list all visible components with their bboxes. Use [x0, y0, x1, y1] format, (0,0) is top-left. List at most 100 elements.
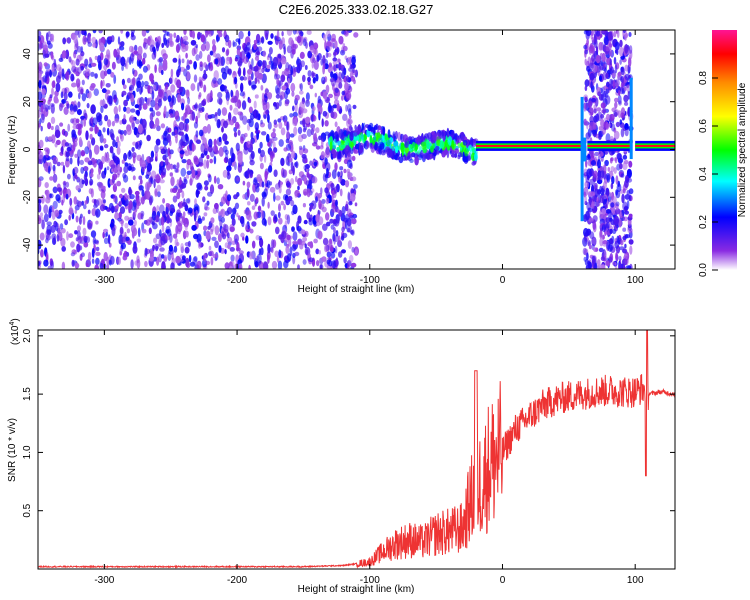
spectrogram-cell: [594, 262, 598, 269]
spectrogram-cell: [303, 148, 309, 154]
spectrogram-cell: [307, 50, 313, 59]
spectrogram-cell: [45, 251, 49, 260]
spectrogram-cell: [202, 73, 208, 80]
spectrogram-cell: [387, 129, 391, 139]
spectrogram-cell: [467, 155, 471, 161]
spectrogram-cell: [334, 245, 338, 254]
spectrogram-cell: [618, 89, 621, 96]
spectrogram-cell: [186, 170, 192, 175]
spectrogram-cell: [121, 187, 126, 193]
spectrogram-cell: [324, 244, 328, 253]
spectrogram-cell: [54, 209, 60, 218]
spectrogram-cell: [297, 239, 302, 246]
spectrogram-cell: [167, 203, 171, 211]
spectrogram-cell: [95, 220, 99, 225]
spectrogram-cell: [311, 113, 314, 123]
spectrogram-cell: [143, 42, 148, 50]
spectrogram-cell: [605, 222, 610, 232]
spectrogram-cell: [254, 94, 259, 99]
spectrogram-cell: [288, 140, 293, 146]
spectrogram-cell: [100, 99, 106, 106]
spectrogram-cell: [163, 256, 168, 263]
spectrogram-cell: [345, 145, 349, 152]
spectrogram-cell: [169, 113, 174, 119]
spectrogram-cell: [113, 194, 117, 203]
spectrogram-cell: [305, 164, 310, 169]
spectrogram-cell: [227, 244, 231, 250]
spectrogram-cell: [624, 73, 630, 81]
spectrogram-cell: [412, 141, 416, 149]
spectrogram-cell: [203, 212, 208, 217]
spectrogram-cell: [141, 30, 147, 37]
spectrogram-cell: [140, 196, 145, 205]
spectrogram-cell: [302, 203, 306, 208]
spectrogram-cell: [340, 179, 346, 186]
spectrogram-cell: [119, 193, 123, 199]
spectrogram-cell: [247, 68, 253, 75]
spectrogram-cell: [605, 88, 610, 94]
spectrogram-cell: [214, 145, 218, 154]
spectrogram-cell: [110, 164, 116, 169]
spectrogram-cell: [402, 154, 407, 162]
spectrogram-cell: [181, 182, 187, 189]
spectrogram-cell: [324, 156, 327, 167]
spectrogram-cell: [285, 138, 290, 144]
spectrogram-cell: [329, 141, 333, 151]
spectrogram-cell: [84, 200, 88, 205]
spectrogram-cell: [241, 218, 245, 228]
spectrogram-cell: [129, 208, 132, 214]
spectrogram-cell: [189, 162, 194, 171]
spectrogram-cell: [71, 60, 76, 70]
spectrogram-cell: [107, 234, 111, 245]
spectrogram-cell: [208, 138, 213, 148]
spectrogram-cell: [40, 194, 45, 204]
spectrogram-cell: [65, 151, 70, 158]
spectrogram-cell: [64, 87, 70, 94]
spectrogram-cell: [212, 77, 217, 84]
spectrogram-cell: [56, 233, 60, 242]
spectrogram-cell: [66, 231, 69, 241]
spectrogram-cell: [137, 227, 141, 238]
spectrogram-cell: [210, 256, 214, 266]
spectrogram-cell: [238, 67, 242, 77]
spectrogram-cell: [136, 204, 140, 210]
spectrogram-cell: [292, 240, 298, 245]
spectrogram-cell: [130, 259, 134, 269]
spectrogram-cell: [268, 47, 273, 55]
spectrogram-cell: [624, 128, 629, 137]
spectrogram-cell: [311, 176, 318, 184]
spectrogram-cell: [278, 249, 282, 258]
spectrogram-cell: [326, 221, 331, 227]
spectrogram-cell: [43, 213, 49, 223]
spectrogram-cell: [613, 56, 617, 65]
spectrogram-cell: [330, 111, 335, 119]
spectrogram-cell: [179, 212, 183, 219]
spectrogram-cell: [609, 135, 614, 142]
spectrogram-cell: [616, 235, 620, 243]
spectrogram-cell: [589, 231, 595, 239]
spectrogram-cell: [134, 104, 140, 109]
spectrogram-cell: [162, 198, 166, 204]
spectrogram-cell: [181, 255, 186, 261]
spectrogram-cell: [320, 187, 323, 195]
spectrogram-cell: [133, 50, 138, 55]
spectrogram-cell: [593, 107, 597, 114]
spectrogram-cell: [439, 132, 443, 138]
spectrogram-cell: [292, 111, 298, 118]
spectrogram-cell: [584, 79, 590, 87]
spectrogram-cell: [600, 102, 606, 109]
spectrogram-cell: [601, 52, 606, 63]
spectrogram-cell: [619, 211, 623, 219]
spectrogram-cell: [83, 241, 89, 248]
spectrogram-cell: [79, 159, 84, 166]
spectrogram-cell: [284, 120, 287, 127]
spectrogram-cell: [145, 174, 150, 180]
spectrogram-cell: [181, 216, 187, 225]
spectrogram-cell: [83, 118, 86, 127]
spectrogram-cell: [47, 265, 52, 269]
x-tick-label: -200: [227, 275, 247, 286]
spectrogram-cell: [321, 76, 326, 85]
spectrogram-cell: [184, 242, 191, 247]
spectrogram-cell: [600, 30, 605, 34]
